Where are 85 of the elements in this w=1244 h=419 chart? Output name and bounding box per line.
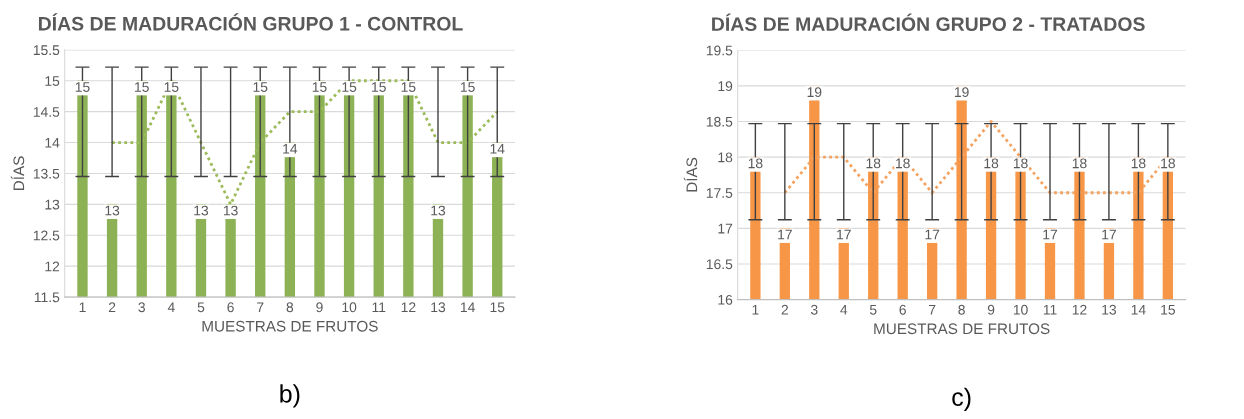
data-label: 18	[866, 158, 881, 169]
y-tick-label: 12.5	[33, 230, 60, 241]
y-tick-label: 12	[45, 261, 60, 272]
x-tick-label: 7	[257, 302, 264, 312]
y-tick-label: 16.5	[706, 259, 733, 270]
x-tick-label: 12	[401, 302, 416, 312]
y-tick-label: 11.5	[34, 292, 60, 303]
x-tick-label: 13	[1102, 304, 1117, 315]
x-tick-label: 2	[108, 302, 116, 312]
y-tick-label: 13.5	[33, 168, 60, 179]
x-tick-label: 3	[810, 304, 818, 315]
data-label: 19	[954, 87, 969, 98]
x-tick-label: 12	[1072, 304, 1087, 315]
data-label: 15	[164, 82, 179, 92]
y-tick-label: 17	[718, 223, 733, 234]
data-label: 15	[342, 82, 357, 92]
x-tick-label: 9	[987, 304, 995, 315]
x-tick-label: 5	[197, 302, 205, 313]
data-label: 17	[1102, 229, 1116, 240]
data-label: 15	[372, 82, 386, 92]
x-tick-label: 14	[460, 302, 475, 312]
y-tick-label: 15	[45, 76, 60, 86]
x-tick-label: 6	[227, 302, 234, 313]
x-tick-label: 6	[899, 304, 906, 315]
data-label: 15	[135, 82, 149, 92]
x-tick-label: 10	[342, 302, 357, 313]
text: b)	[280, 384, 300, 408]
data-label: 17	[925, 229, 940, 240]
y-tick-label: 14	[45, 138, 60, 148]
data-label: 17	[1043, 229, 1058, 240]
x-axis-title: MUESTRAS DE FRUTOS	[874, 323, 1050, 335]
y-axis-title: DÍAS	[10, 156, 25, 191]
x-tick-label: 4	[840, 304, 848, 315]
data-label: 19	[807, 87, 822, 98]
x-tick-label: 5	[869, 304, 877, 315]
x-axis-title: MUESTRAS DE FRUTOS	[202, 320, 378, 332]
x-tick-label: 15	[1161, 304, 1175, 315]
data-label: 17	[837, 229, 851, 240]
x-tick-label: 14	[1131, 304, 1146, 315]
data-label: 18	[896, 158, 910, 169]
y-tick-label: 19	[718, 81, 733, 92]
data-label: 18	[984, 158, 999, 169]
y-tick-label: 18	[718, 152, 733, 163]
data-label: 15	[312, 82, 327, 92]
x-tick-label: 15	[490, 302, 505, 313]
x-tick-label: 11	[1043, 304, 1057, 315]
data-label: 15	[253, 82, 268, 92]
x-tick-label: 4	[167, 302, 175, 312]
y-tick-label: 15.5	[33, 45, 60, 56]
data-label: 18	[1161, 158, 1175, 169]
y-tick-label: 17.5	[706, 188, 733, 198]
data-label: 18	[1013, 158, 1028, 169]
data-label: 17	[778, 229, 792, 240]
x-tick-label: 8	[286, 302, 294, 313]
data-label: 14	[490, 144, 505, 154]
data-label: 13	[105, 205, 120, 216]
data-label: 15	[75, 82, 90, 92]
y-tick-label: 18.5	[706, 116, 733, 127]
data-label: 14	[283, 144, 298, 154]
x-tick-label: 10	[1013, 304, 1028, 315]
data-label: 13	[194, 205, 209, 216]
data-label: 13	[431, 205, 446, 216]
chart-title: DÍAS DE MADURACIÓN GRUPO 1 - CONTROL	[38, 13, 463, 31]
x-tick-label: 3	[138, 302, 145, 313]
data-label: 15	[401, 82, 416, 92]
y-tick-label: 19.5	[706, 45, 733, 56]
data-label: 13	[223, 205, 238, 216]
x-tick-label: 8	[958, 304, 965, 315]
text: c)	[952, 387, 971, 411]
y-tick-label: 13	[45, 199, 60, 210]
data-label: 18	[1072, 158, 1087, 169]
x-tick-label: 1	[752, 304, 759, 315]
chart-title: DÍAS DE MADURACIÓN GRUPO 2 - TRATADOS	[712, 13, 1145, 32]
y-tick-label: 14.5	[33, 107, 60, 117]
x-tick-label: 9	[316, 302, 323, 313]
x-tick-label: 1	[79, 302, 86, 312]
x-tick-label: 11	[372, 302, 386, 312]
data-label: 18	[748, 158, 763, 169]
x-tick-label: 7	[929, 304, 936, 315]
data-label: 18	[1131, 158, 1146, 169]
x-tick-label: 2	[781, 304, 788, 315]
y-tick-label: 16	[718, 294, 733, 305]
data-label: 15	[460, 82, 475, 92]
x-tick-label: 13	[431, 302, 446, 313]
y-axis-title: DÍAS	[683, 157, 698, 192]
